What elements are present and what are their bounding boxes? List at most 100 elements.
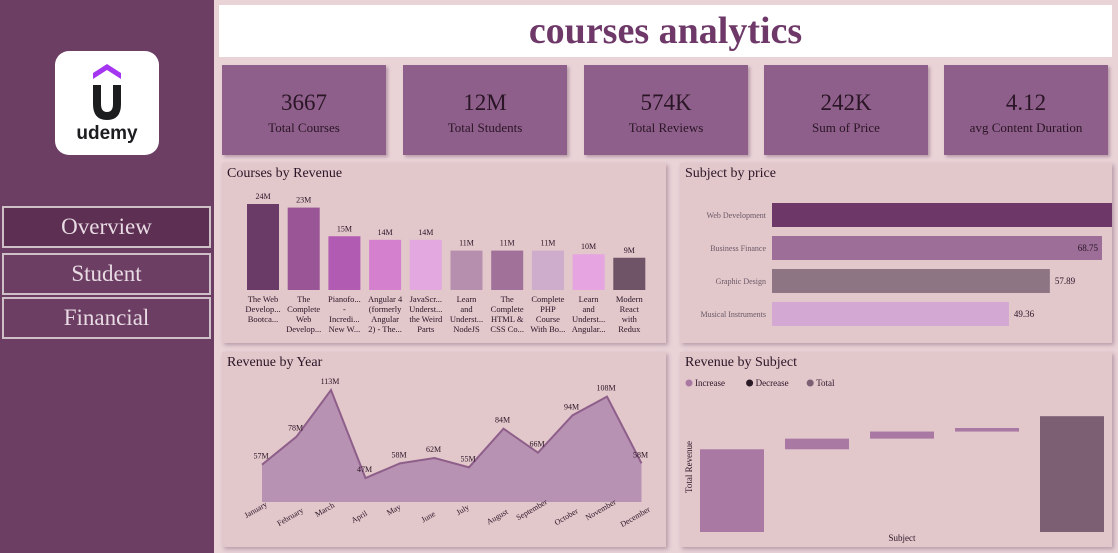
category-label: (formerly — [369, 304, 402, 314]
nav-financial[interactable]: Financial — [2, 297, 211, 339]
data-label: 84M — [495, 416, 510, 425]
category-label: Graphic Design — [716, 277, 766, 286]
x-tick-label: February — [275, 506, 305, 528]
category-label: Angular — [371, 314, 399, 324]
kpi-card-total-reviews: 574K Total Reviews — [584, 65, 748, 155]
data-label: 55M — [460, 454, 475, 463]
category-label: Incredi... — [329, 314, 359, 324]
category-label: Web Development — [706, 211, 766, 220]
category-label: Musical Instruments — [700, 310, 766, 319]
category-label: JavaScr... — [410, 294, 442, 304]
waterfall-bar — [955, 428, 1019, 432]
nav-student[interactable]: Student — [2, 253, 211, 295]
data-label: 23M — [296, 196, 311, 205]
bar — [772, 203, 1112, 227]
category-label: CSS Co... — [490, 324, 524, 334]
revenue-by-subject-panel: Revenue by Subject Increase Decrease Total… — [680, 352, 1112, 547]
kpi-card-sum-of-price: 242K Sum of Price — [764, 65, 928, 155]
category-label: Learn — [579, 294, 600, 304]
legend-item: Total — [806, 378, 835, 388]
legend-label: Total — [816, 378, 835, 388]
data-label: 78M — [288, 424, 303, 433]
data-label: 11M — [540, 239, 555, 248]
chart-title: Revenue by Subject — [685, 355, 797, 370]
category-label: Redux — [618, 324, 641, 334]
category-label: and — [460, 304, 473, 314]
x-tick-label: December — [619, 505, 652, 529]
category-label: 2) - The... — [368, 324, 402, 334]
data-label: 11M — [459, 239, 474, 248]
kpi-card-avg-content-duration: 4.12 avg Content Duration — [944, 65, 1108, 155]
category-label: The — [297, 294, 310, 304]
category-label: With Bo... — [530, 324, 565, 334]
kpi-card-total-students: 12M Total Students — [403, 65, 567, 155]
subject-by-price-chart: Web Development77.04Business Finance68.7… — [700, 203, 1112, 326]
bar — [531, 250, 564, 290]
legend-marker — [806, 379, 814, 387]
waterfall-bar — [870, 431, 934, 439]
category-label: Parts — [417, 324, 434, 334]
logo-text: udemy — [76, 123, 138, 144]
series-line — [261, 387, 643, 480]
data-label: 47M — [357, 465, 372, 474]
x-tick-label: August — [485, 507, 510, 527]
category-label: New W... — [329, 324, 361, 334]
bar — [772, 269, 1050, 293]
bar — [772, 302, 1009, 326]
category-label: with — [622, 314, 638, 324]
category-label: The — [501, 294, 514, 304]
bar — [772, 236, 1102, 260]
legend-label: Increase — [695, 378, 725, 388]
category-label: Business Finance — [710, 244, 766, 253]
nav-overview[interactable]: Overview — [2, 206, 211, 248]
data-label: 9M — [624, 246, 635, 255]
category-label: Underst... — [450, 314, 483, 324]
data-label: 49.36 — [1014, 309, 1035, 319]
bar — [572, 254, 605, 290]
data-label: 108M — [596, 384, 615, 393]
y-axis-label: Total Revenue — [684, 441, 694, 493]
bar — [369, 239, 402, 290]
data-label: 11M — [500, 239, 515, 248]
data-label: 66M — [529, 440, 544, 449]
data-label: 10M — [581, 242, 596, 251]
category-label: Complete — [531, 294, 564, 304]
chart-title: Subject by price — [685, 166, 776, 181]
legend-label: Decrease — [756, 378, 789, 388]
category-label: Underst... — [409, 304, 442, 314]
kpi-label: Total Students — [447, 120, 523, 135]
bar — [328, 236, 361, 290]
category-label: Angular 4 — [368, 294, 403, 304]
data-label: 14M — [378, 228, 393, 237]
category-label: Web — [296, 314, 311, 324]
category-label: Modern — [616, 294, 644, 304]
category-label: Develop... — [286, 324, 321, 334]
category-label: Angular... — [572, 324, 606, 334]
x-axis-label: Subject — [889, 533, 916, 543]
kpi-label: Sum of Price — [812, 120, 880, 135]
waterfall-bar — [785, 438, 849, 450]
legend: Increase Decrease Total — [685, 378, 835, 388]
revenue-by-year-panel: Revenue by Year 57M January 78M February 113… — [222, 352, 666, 547]
data-label: 62M — [426, 445, 441, 454]
kpi-label: Total Courses — [268, 120, 340, 135]
bar — [450, 250, 483, 290]
kpi-value: 3667 — [281, 90, 327, 115]
revenue-by-year-chart: 57M January 78M February 113M March 47M April 58… — [243, 377, 652, 529]
x-tick-label: July — [455, 503, 471, 517]
category-label: Bootca... — [248, 314, 278, 324]
data-label: 57.89 — [1055, 276, 1076, 286]
kpi-label: avg Content Duration — [969, 120, 1083, 135]
courses-by-revenue-panel: Courses by Revenue 24M The Web Develop... B… — [222, 163, 666, 343]
x-tick-label: January — [243, 500, 269, 520]
category-label: Complete — [287, 304, 320, 314]
category-label: and — [582, 304, 595, 314]
kpi-value: 12M — [463, 90, 507, 115]
revenue-by-subject-chart: Increase Decrease Total Subject Total Revenu… — [684, 378, 1104, 543]
data-label: 14M — [418, 228, 433, 237]
category-label: Pianofo... — [328, 294, 361, 304]
legend-marker — [746, 379, 754, 387]
data-label: 58M — [633, 450, 648, 459]
x-tick-label: October — [553, 506, 580, 527]
